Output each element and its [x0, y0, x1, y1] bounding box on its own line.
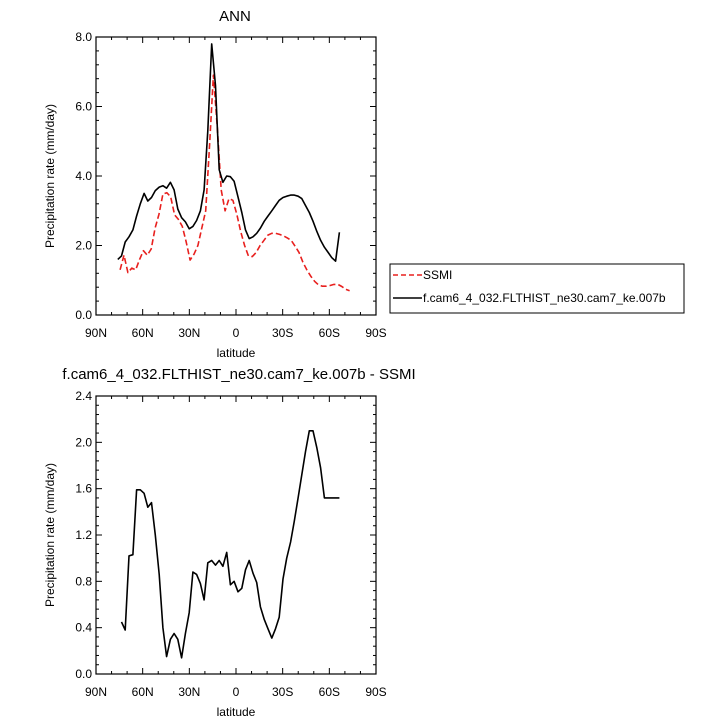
y-tick-label: 0.0: [75, 667, 92, 681]
y-axis-label: Precipitation rate (mm/day): [43, 104, 57, 248]
x-tick-label: 30N: [178, 685, 200, 699]
x-axis-label: latitude: [217, 705, 256, 719]
x-tick-label: 90N: [85, 685, 107, 699]
difference-chart-title: f.cam6_4_032.FLTHIST_ne30.cam7_ke.007b -…: [62, 366, 415, 383]
series-line-ssmi: [119, 74, 350, 292]
y-tick-label: 2.4: [75, 389, 92, 403]
y-tick-label: 0.8: [75, 574, 92, 588]
plot-frame: [95, 36, 377, 316]
x-tick-label: 90S: [365, 685, 386, 699]
y-tick-label: 4.0: [75, 169, 92, 183]
y-tick-label: 8.0: [75, 30, 92, 44]
legend-box: [389, 263, 685, 314]
y-tick-label: 1.6: [75, 482, 92, 496]
legend-label-model: f.cam6_4_032.FLTHIST_ne30.cam7_ke.007b: [423, 291, 666, 305]
chart-title: ANN: [219, 8, 251, 25]
x-tick-label: 30S: [272, 685, 293, 699]
y-tick-label: 0.4: [75, 621, 92, 635]
x-tick-label: 60N: [132, 685, 154, 699]
bottom-chart-panel: f.cam6_4_032.FLTHIST_ne30.cam7_ke.007b -…: [43, 366, 416, 719]
x-tick-label: 30N: [178, 326, 200, 340]
plot-frame: [95, 395, 377, 675]
x-tick-label: 60N: [132, 326, 154, 340]
y-tick-label: 1.2: [75, 528, 92, 542]
y-tick-label: 0.0: [75, 308, 92, 322]
legend-label-ssmi: SSMI: [423, 268, 452, 282]
y-tick-label: 6.0: [75, 100, 92, 114]
series-line-model: [117, 43, 341, 262]
x-tick-label: 0: [233, 685, 240, 699]
series-line-difference: [120, 429, 340, 659]
x-axis-label: latitude: [217, 346, 256, 360]
x-tick-label: 90S: [365, 326, 386, 340]
top-chart-panel: ANN 90N 60N 30N 0 30S 60S 90S 0.0 2.0 4.0 6.0 8.0 l…: [43, 8, 685, 360]
x-tick-label: 60S: [319, 326, 340, 340]
y-tick-label: 2.0: [75, 435, 92, 449]
y-tick-label: 2.0: [75, 239, 92, 253]
x-tick-label: 90N: [85, 326, 107, 340]
x-tick-label: 0: [233, 326, 240, 340]
y-axis-label: Precipitation rate (mm/day): [43, 463, 57, 607]
x-tick-label: 30S: [272, 326, 293, 340]
x-tick-label: 60S: [319, 685, 340, 699]
legend: SSMI f.cam6_4_032.FLTHIST_ne30.cam7_ke.0…: [389, 263, 685, 314]
